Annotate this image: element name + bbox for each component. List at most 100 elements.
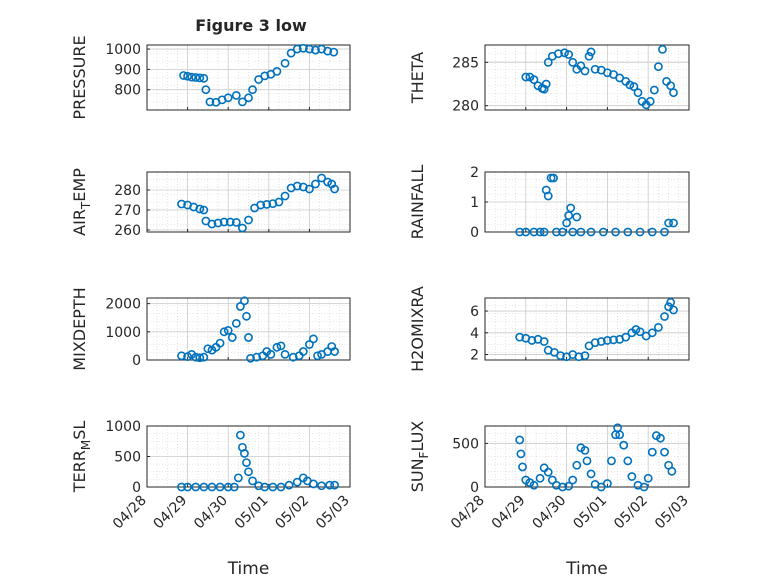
x-tick-label: 05/01 [570, 493, 610, 533]
data-point [629, 82, 639, 91]
y-tick-label: 280 [114, 183, 141, 199]
data-point [268, 482, 278, 492]
axes-box [484, 44, 690, 111]
data-point [304, 44, 314, 54]
x-axis-label: Time [227, 559, 270, 579]
data-point [669, 88, 678, 98]
data-point [580, 445, 590, 455]
data-point [669, 305, 678, 315]
y-axis-label: MIXDEPTH [70, 287, 89, 370]
axes-box [146, 297, 351, 361]
data-point [518, 462, 527, 472]
data-point [280, 58, 290, 68]
x-tick-label: 04/29 [489, 493, 529, 533]
x-tick-label: 05/03 [313, 493, 353, 533]
data-point [541, 79, 551, 89]
data-point [260, 482, 270, 492]
y-tick-label: 260 [114, 223, 141, 239]
data-point [543, 57, 553, 67]
data-point [266, 349, 276, 359]
data-point [560, 48, 569, 58]
data-point [304, 340, 314, 349]
subplot-2: 280 285 THETA [408, 44, 690, 115]
x-tick-label: 04/29 [151, 493, 191, 533]
data-point [598, 227, 608, 237]
data-point [317, 173, 326, 183]
subplot-6: 2 4 6 H2OMIXRA [408, 286, 690, 372]
data-point [607, 456, 616, 466]
data-point [621, 332, 631, 342]
axes-box [146, 44, 351, 111]
data-point [586, 469, 596, 479]
data-point [564, 481, 574, 491]
data-point [240, 296, 249, 306]
data-point [667, 466, 677, 476]
data-point [276, 482, 286, 492]
data-point [191, 482, 201, 492]
data-point [586, 47, 596, 57]
x-tick-label: 04/28 [110, 493, 150, 533]
data-point [596, 337, 606, 346]
data-point [515, 435, 525, 445]
subplot-3: 260 270 280 AIRTEMP [70, 168, 351, 239]
data-point [195, 73, 205, 83]
data-point [516, 449, 526, 459]
data-point [272, 342, 282, 352]
subplot-4: 0 1 2 RAINFALL [408, 165, 690, 241]
x-tick-label: 04/30 [191, 493, 231, 533]
data-point [666, 297, 676, 307]
data-point [235, 430, 245, 440]
data-point [566, 203, 576, 213]
data-point [568, 475, 578, 485]
data-point [223, 93, 233, 103]
x-axis-label: Time [565, 559, 608, 579]
data-point [280, 349, 290, 359]
data-point [213, 218, 223, 228]
y-tick-label: 2000 [105, 297, 141, 313]
data-point [219, 327, 229, 337]
data-point [515, 332, 525, 342]
data-point [529, 480, 539, 490]
data-point [244, 215, 253, 225]
data-point [554, 49, 563, 59]
data-point [183, 482, 192, 492]
data-point [527, 336, 537, 345]
data-point [649, 85, 659, 95]
data-point [215, 482, 225, 492]
y-tick-label: 900 [114, 62, 141, 78]
data-point [223, 482, 233, 492]
data-point [582, 456, 592, 466]
data-point [207, 482, 217, 492]
data-point [625, 80, 635, 90]
data-point [635, 327, 645, 337]
data-point [580, 351, 590, 361]
data-point [613, 423, 622, 433]
data-point [521, 227, 531, 237]
data-point [177, 351, 186, 361]
data-point [313, 351, 322, 361]
data-point [183, 71, 192, 81]
data-point [627, 472, 637, 481]
y-tick-label: 1000 [105, 419, 141, 435]
data-point [611, 227, 620, 237]
data-point [330, 347, 339, 356]
data-point [179, 71, 188, 80]
data-point [280, 191, 290, 201]
data-point [191, 352, 201, 362]
data-point [609, 335, 618, 345]
data-point [645, 96, 655, 106]
data-point [262, 199, 272, 209]
y-tick-label: 2 [470, 348, 479, 364]
data-point [229, 482, 239, 492]
y-tick-label: 270 [114, 203, 141, 219]
data-point [231, 217, 241, 227]
data-point [539, 227, 549, 237]
x-tick-label: 04/28 [448, 493, 488, 533]
y-tick-label: 0 [132, 353, 141, 369]
data-point [664, 218, 673, 228]
data-point [543, 467, 553, 477]
data-point [330, 184, 339, 194]
data-point [584, 51, 594, 61]
data-point [246, 353, 255, 363]
data-point [231, 318, 241, 328]
